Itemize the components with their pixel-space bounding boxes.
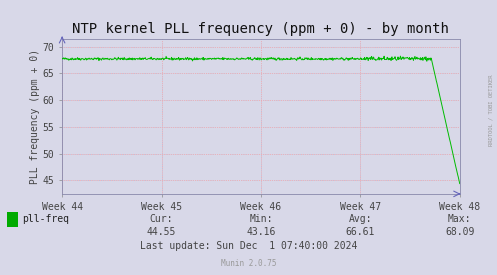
Text: Munin 2.0.75: Munin 2.0.75 <box>221 260 276 268</box>
Text: 44.55: 44.55 <box>147 227 176 237</box>
Text: pll-freq: pll-freq <box>22 214 70 224</box>
Y-axis label: PLL frequency (ppm + 0): PLL frequency (ppm + 0) <box>30 49 40 184</box>
Text: 66.61: 66.61 <box>345 227 375 237</box>
Text: Avg:: Avg: <box>348 214 372 224</box>
Text: 68.09: 68.09 <box>445 227 475 237</box>
Text: Last update: Sun Dec  1 07:40:00 2024: Last update: Sun Dec 1 07:40:00 2024 <box>140 241 357 251</box>
Text: Max:: Max: <box>448 214 472 224</box>
Text: 43.16: 43.16 <box>246 227 276 237</box>
Text: Min:: Min: <box>249 214 273 224</box>
Text: RRDTOOL / TOBI OETIKER: RRDTOOL / TOBI OETIKER <box>489 74 494 146</box>
Text: Cur:: Cur: <box>150 214 173 224</box>
Title: NTP kernel PLL frequency (ppm + 0) - by month: NTP kernel PLL frequency (ppm + 0) - by … <box>73 22 449 36</box>
